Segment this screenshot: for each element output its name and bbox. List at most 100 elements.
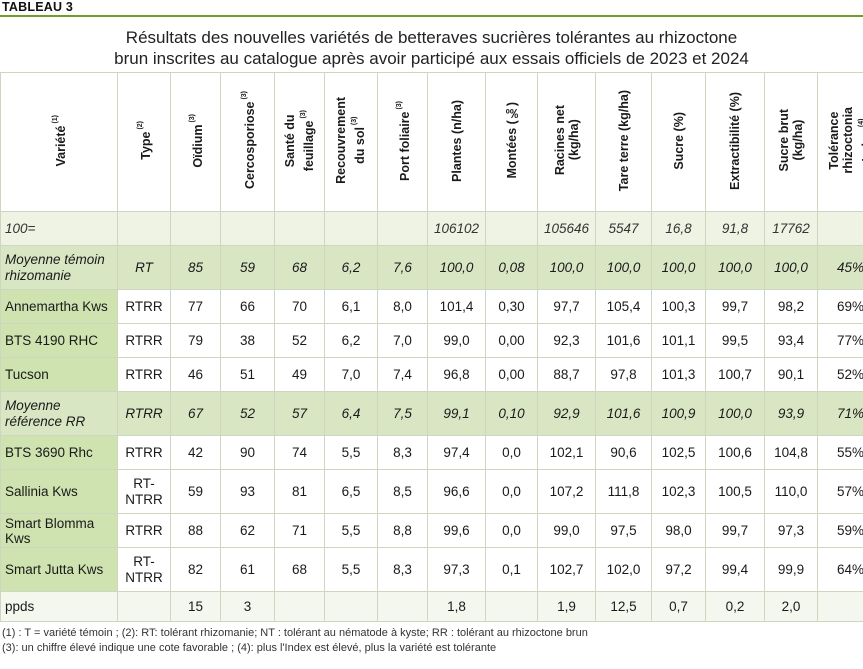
table-cell: 0,10	[485, 391, 538, 436]
variety-name-cell: Smart Jutta Kws	[0, 547, 118, 592]
footnote-2: (3): un chiffre élevé indique une cote f…	[2, 642, 497, 654]
table-cell: 68	[274, 547, 325, 592]
table-cell: 100,0	[537, 245, 596, 290]
table-cell: 110,0	[764, 469, 818, 514]
table-cell: 7,6	[377, 245, 428, 290]
table-cell: 101,6	[595, 323, 652, 358]
column-header: Extractibilité (%)	[705, 72, 765, 212]
table-cell: 59	[220, 245, 275, 290]
variety-name-cell: BTS 4190 RHC	[0, 323, 118, 358]
ppds-row: ppds 15 3 1,8 1,9 12,5 0,7 0,2 2,0	[0, 591, 863, 622]
table-body: 100= 106102 105646 5547 16,8 91,8 17762 Moyenne…	[0, 211, 863, 622]
table-cell: RTRR	[117, 323, 171, 358]
table-cell: 100,9	[651, 391, 706, 436]
variety-name-cell: 100=	[0, 211, 118, 246]
table-cell: 100,6	[705, 435, 765, 470]
table-cell: 7,4	[377, 357, 428, 392]
table-cell: 82	[170, 547, 221, 592]
table-cell: 91,8	[705, 211, 765, 246]
table-cell: 49	[274, 357, 325, 392]
table-cell: RT	[117, 245, 171, 290]
table-cell: 0,0	[485, 513, 538, 548]
table-cell	[324, 211, 378, 246]
table-cell: 97,8	[595, 357, 652, 392]
table-cell	[377, 211, 428, 246]
table-cell: 102,0	[595, 547, 652, 592]
table-cell: 97,3	[764, 513, 818, 548]
table-cell: 102,5	[651, 435, 706, 470]
variety-name-cell: BTS 3690 Rhc	[0, 435, 118, 470]
table-cell: 99,9	[764, 547, 818, 592]
variety-name-cell: ppds	[0, 591, 118, 622]
table-cell: 96,8	[427, 357, 486, 392]
table-cell: RTRR	[117, 513, 171, 548]
table-cell	[485, 211, 538, 246]
table-cell: 99,0	[427, 323, 486, 358]
table-cell: 93	[220, 469, 275, 514]
table-cell: 99,1	[427, 391, 486, 436]
table-cell: 85	[170, 245, 221, 290]
variety-name-cell: Moyenne référence RR	[0, 391, 118, 436]
table-cell: 0,0	[485, 469, 538, 514]
table-cell: 100,5	[705, 469, 765, 514]
table-tag: TABLEAU 3	[2, 0, 74, 14]
table-cell: 66	[220, 289, 275, 324]
table-cell: 57%	[817, 469, 863, 514]
column-header: Type (2)	[117, 72, 171, 212]
table-cell: 98,2	[764, 289, 818, 324]
column-header: Sucre brut (kg/ha)	[764, 72, 818, 212]
column-header: Plantes (n/ha)	[427, 72, 486, 212]
table-cell: 92,9	[537, 391, 596, 436]
variety-name-cell: Smart Blomma Kws	[0, 513, 118, 548]
table-cell: 0,30	[485, 289, 538, 324]
table-cell: 97,2	[651, 547, 706, 592]
table-cell: 12,5	[595, 591, 652, 622]
table-cell: 100,0	[705, 391, 765, 436]
table-cell: 67	[170, 391, 221, 436]
table-cell: 100,0	[651, 245, 706, 290]
column-header: Racines net (kg/ha)	[537, 72, 596, 212]
table-cell: 98,0	[651, 513, 706, 548]
table-cell: RT- NTRR	[117, 469, 171, 514]
table-cell: 61	[220, 547, 275, 592]
table-cell: RTRR	[117, 357, 171, 392]
column-header: Tare terre (kg/ha)	[595, 72, 652, 212]
table-cell: 59%	[817, 513, 863, 548]
table-cell: 6,1	[324, 289, 378, 324]
table-cell: RTRR	[117, 289, 171, 324]
table-cell: 88,7	[537, 357, 596, 392]
table-cell: 7,0	[324, 357, 378, 392]
table-cell: 102,7	[537, 547, 596, 592]
table-cell: 7,5	[377, 391, 428, 436]
table-cell: 5,5	[324, 547, 378, 592]
table-row: Smart Jutta Kws RT- NTRR 82 61 68 5,5 8,3 97,3 0,…	[0, 547, 863, 592]
variety-name-cell: Sallinia Kws	[0, 469, 118, 514]
table-cell: 99,0	[537, 513, 596, 548]
table-cell: 0,00	[485, 323, 538, 358]
table-cell: 2,0	[764, 591, 818, 622]
table-cell	[274, 211, 325, 246]
column-header: Cercosporiose (3)	[220, 72, 275, 212]
table-cell: 6,2	[324, 245, 378, 290]
table-cell: 16,8	[651, 211, 706, 246]
column-header: Port foliaire (3)	[377, 72, 428, 212]
variety-name-cell: Moyenne témoin rhizomanie	[0, 245, 118, 290]
table-cell: 90	[220, 435, 275, 470]
table-cell: 42	[170, 435, 221, 470]
table-cell: 0,1	[485, 547, 538, 592]
table-cell: 6,4	[324, 391, 378, 436]
table-cell: 0,0	[485, 435, 538, 470]
table-cell	[117, 211, 171, 246]
table-cell: 8,3	[377, 547, 428, 592]
variety-name-cell: Annemartha Kws	[0, 289, 118, 324]
table-row: BTS 3690 Rhc RTRR 42 90 74 5,5 8,3 97,4 0,0 102,1…	[0, 435, 863, 470]
table-cell: 6,2	[324, 323, 378, 358]
table-cell: 99,7	[705, 513, 765, 548]
table-cell: 59	[170, 469, 221, 514]
table-cell: 46	[170, 357, 221, 392]
table-cell: 93,4	[764, 323, 818, 358]
table-cell: 70	[274, 289, 325, 324]
table-cell: 52%	[817, 357, 863, 392]
column-header: Tolérance rhizoctonia Index (4)	[817, 72, 863, 212]
